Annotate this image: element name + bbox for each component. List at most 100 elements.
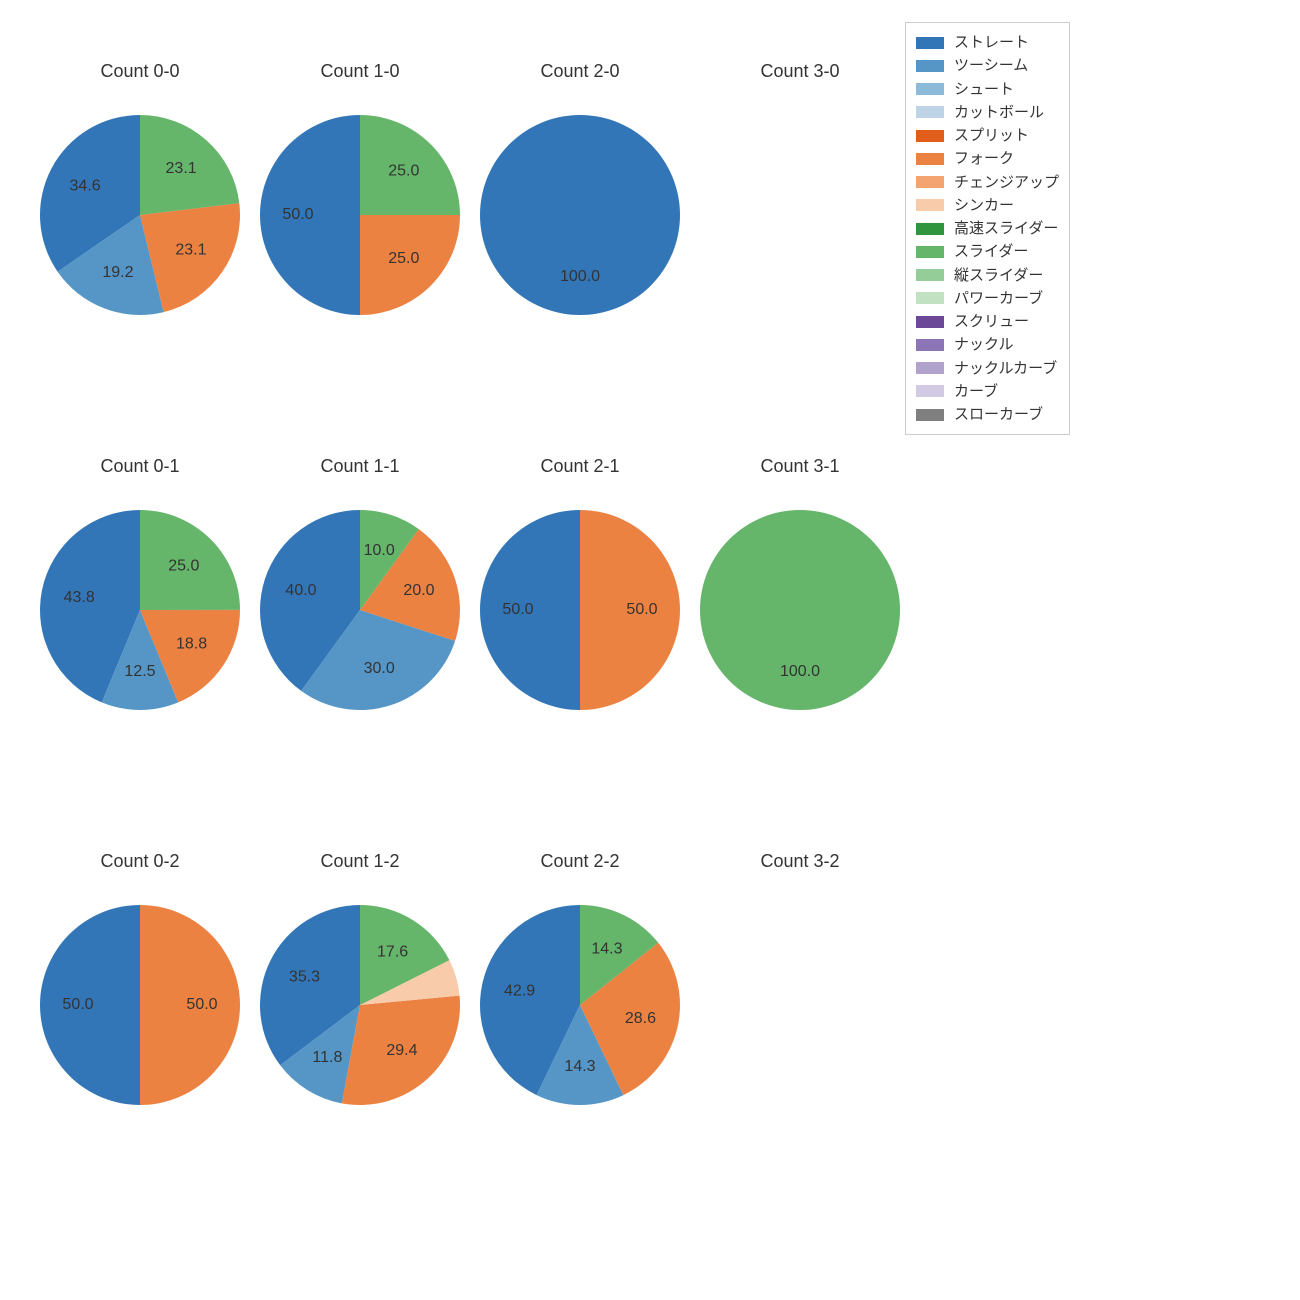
legend: ストレートツーシームシュートカットボールスプリットフォークチェンジアップシンカー… [905, 22, 1070, 435]
legend-item: フォーク [916, 147, 1059, 170]
legend-item: スライダー [916, 240, 1059, 263]
pie-wrap: 50.0 25.0 25.0 [260, 115, 460, 315]
chart-title: Count 3-0 [670, 61, 930, 82]
pie-chart [700, 905, 900, 1105]
legend-swatch [916, 339, 944, 351]
legend-label: フォーク [954, 147, 1014, 170]
pie-wrap: 100.0 [700, 510, 900, 710]
pie-slice-label: 25.0 [168, 557, 199, 574]
legend-swatch [916, 316, 944, 328]
legend-label: ストレート [954, 31, 1029, 54]
pie-wrap [700, 905, 900, 1105]
legend-item: スローカーブ [916, 403, 1059, 426]
legend-label: チェンジアップ [954, 171, 1059, 194]
chart-cell: Count 3-1100.0 [670, 480, 930, 740]
pie-wrap: 34.6 19.2 23.1 23.1 [40, 115, 240, 315]
pie-wrap: 43.8 12.5 18.8 25.0 [40, 510, 240, 710]
legend-item: チェンジアップ [916, 171, 1059, 194]
pie-slice-label: 50.0 [62, 996, 93, 1013]
legend-item: スプリット [916, 124, 1059, 147]
legend-label: シンカー [954, 194, 1014, 217]
pie-slice-label: 30.0 [364, 660, 395, 677]
pie-chart: 50.0 50.0 [480, 510, 680, 710]
legend-swatch [916, 362, 944, 374]
pie-slice-label: 20.0 [403, 582, 434, 599]
legend-swatch [916, 37, 944, 49]
pie-chart: 43.8 12.5 18.8 25.0 [40, 510, 240, 710]
pie-slice-label: 100.0 [780, 663, 820, 680]
pie-slice-label: 25.0 [388, 250, 419, 267]
legend-label: パワーカーブ [954, 287, 1043, 310]
legend-item: ナックルカーブ [916, 357, 1059, 380]
pie-chart: 40.0 30.0 20.0 10.0 [260, 510, 460, 710]
legend-item: カットボール [916, 101, 1059, 124]
legend-label: ツーシーム [954, 54, 1028, 77]
chart-title: Count 3-2 [670, 851, 930, 872]
pie-chart: 50.0 50.0 [40, 905, 240, 1105]
legend-label: ナックルカーブ [954, 357, 1057, 380]
pie-slice-label: 17.6 [377, 943, 408, 960]
legend-swatch [916, 292, 944, 304]
chart-title: Count 3-1 [670, 456, 930, 477]
pie-slice-label: 43.8 [64, 589, 95, 606]
legend-label: カットボール [954, 101, 1044, 124]
legend-swatch [916, 223, 944, 235]
pie-chart: 100.0 [480, 115, 680, 315]
pie-slice-label: 50.0 [186, 996, 217, 1013]
legend-label: ナックル [954, 333, 1014, 356]
pie-slice-label: 18.8 [176, 636, 207, 653]
legend-label: シュート [954, 78, 1014, 101]
pie-slice-label: 40.0 [285, 582, 316, 599]
pie-slice-label: 29.4 [386, 1042, 417, 1059]
legend-swatch [916, 409, 944, 421]
chart-cell: Count 3-2 [670, 875, 930, 1135]
pie-slice-label: 10.0 [364, 542, 395, 559]
legend-item: ツーシーム [916, 54, 1059, 77]
pie-wrap: 42.9 14.3 28.6 14.3 [480, 905, 680, 1105]
legend-item: ナックル [916, 333, 1059, 356]
legend-item: シュート [916, 78, 1059, 101]
pie-slice-label: 14.3 [591, 940, 622, 957]
pie-chart: 42.9 14.3 28.6 14.3 [480, 905, 680, 1105]
legend-label: スクリュー [954, 310, 1029, 333]
legend-swatch [916, 83, 944, 95]
pie-chart [700, 115, 900, 315]
pie-slice-label: 100.0 [560, 268, 600, 285]
pie-slice-label: 19.2 [102, 264, 133, 281]
pie-wrap: 100.0 [480, 115, 680, 315]
legend-label: スプリット [954, 124, 1029, 147]
pie-wrap: 35.311.829.417.6 [260, 905, 460, 1105]
pie-wrap [700, 115, 900, 315]
pie-slice-label: 23.1 [166, 160, 197, 177]
pie-slice-label: 50.0 [282, 206, 313, 223]
pie-slice-label: 14.3 [564, 1058, 595, 1075]
legend-label: カーブ [954, 380, 998, 403]
pie-chart: 35.311.829.417.6 [260, 905, 460, 1105]
chart-stage: Count 0-034.619.223.123.1Count 1-050.025… [0, 0, 1300, 1300]
legend-item: 縦スライダー [916, 264, 1059, 287]
pie-slice-label: 50.0 [626, 601, 657, 618]
pie-slice-label: 50.0 [502, 601, 533, 618]
pie-wrap: 50.0 50.0 [40, 905, 240, 1105]
pie-chart: 34.6 19.2 23.1 23.1 [40, 115, 240, 315]
pie-slice-label: 23.1 [175, 242, 206, 259]
legend-swatch [916, 199, 944, 211]
chart-cell: Count 3-0 [670, 85, 930, 345]
pie-slice-label: 35.3 [289, 969, 320, 986]
legend-label: スローカーブ [954, 403, 1043, 426]
pie-wrap: 40.0 30.0 20.0 10.0 [260, 510, 460, 710]
legend-item: カーブ [916, 380, 1059, 403]
legend-label: 縦スライダー [954, 264, 1043, 287]
legend-swatch [916, 176, 944, 188]
legend-item: パワーカーブ [916, 287, 1059, 310]
legend-label: 高速スライダー [954, 217, 1058, 240]
legend-swatch [916, 385, 944, 397]
pie-slice-label: 28.6 [625, 1010, 656, 1027]
pie-slice-label: 42.9 [504, 982, 535, 999]
pie-slice-label: 34.6 [70, 177, 101, 194]
legend-item: スクリュー [916, 310, 1059, 333]
legend-swatch [916, 153, 944, 165]
pie-slice-label: 12.5 [124, 663, 155, 680]
pie-slice-label: 25.0 [388, 162, 419, 179]
legend-item: 高速スライダー [916, 217, 1059, 240]
